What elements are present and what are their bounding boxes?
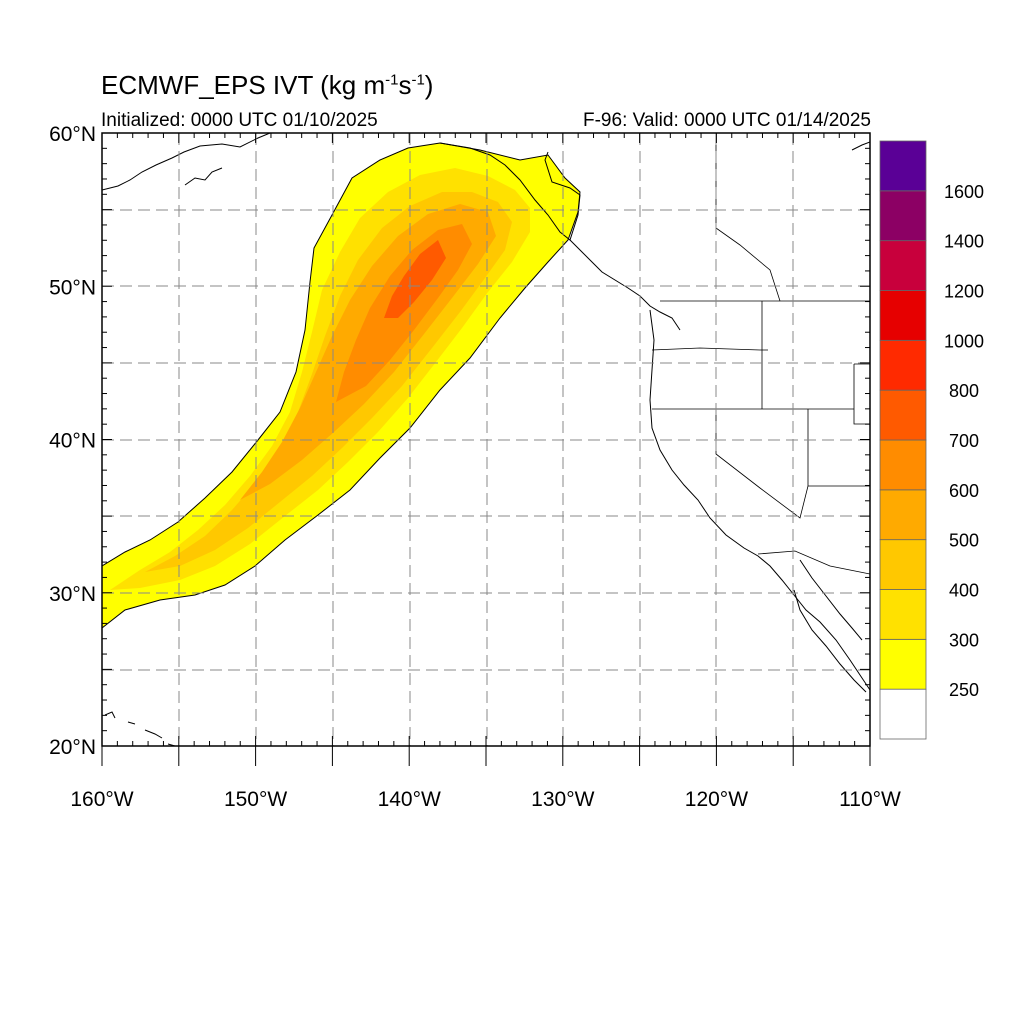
coastline-hawaii xyxy=(104,711,176,746)
colorbar-label: 1600 xyxy=(944,182,984,202)
colorbar-swatch xyxy=(879,638,927,690)
border-us-mexico xyxy=(757,550,870,575)
lon-label: 110°W xyxy=(839,788,901,811)
coastline-canada-north xyxy=(851,141,870,151)
coastline-us-west xyxy=(649,309,870,691)
colorbar-swatch xyxy=(879,339,927,391)
colorbar-swatch xyxy=(879,140,927,192)
colorbar-label: 1400 xyxy=(944,232,984,252)
colorbar-label: 800 xyxy=(949,381,979,401)
border-wa-or xyxy=(651,347,768,351)
ivt-band-700 xyxy=(384,240,446,318)
lon-label: 140°W xyxy=(378,788,441,811)
lat-label: 20°N xyxy=(49,736,96,759)
colorbar-label: 400 xyxy=(949,581,979,601)
colorbar-swatch xyxy=(879,240,927,291)
colorbar-swatch xyxy=(879,439,927,491)
colorbar-label: 600 xyxy=(949,481,979,501)
coastlines xyxy=(102,133,870,746)
ivt-plume xyxy=(102,142,581,629)
border-alaska-canada xyxy=(715,133,781,302)
colorbar-label: 250 xyxy=(949,680,979,700)
colorbar-swatch xyxy=(879,589,927,640)
border-montana xyxy=(853,363,870,425)
colorbar-swatch xyxy=(879,688,927,740)
map-title: ECMWF_EPS IVT (kg m-1s-1) xyxy=(101,70,434,100)
coastline-gulf-california xyxy=(799,559,863,641)
colorbar-label: 1000 xyxy=(944,331,984,351)
coastline-bc xyxy=(569,239,681,331)
lat-label: 30°N xyxy=(49,583,96,606)
valid-time-label: F-96: Valid: 0000 UTC 01/14/2025 xyxy=(583,110,871,131)
colorbar-swatch xyxy=(879,290,927,341)
coastline-alaska-panhandle xyxy=(439,142,581,241)
colorbar-label: 1200 xyxy=(944,282,984,302)
colorbar-label: 300 xyxy=(949,630,979,650)
lat-label: 40°N xyxy=(49,430,96,453)
border-nevada-ut xyxy=(807,409,870,487)
political-borders xyxy=(651,133,870,575)
coastline-alaska xyxy=(102,133,271,191)
axis-labels: 160°W 150°W 140°W 130°W 120°W 110°W 20°N 30°N 40… xyxy=(49,123,901,811)
lon-label: 120°W xyxy=(685,788,748,811)
colorbar-swatch xyxy=(879,539,927,590)
lon-label: 130°W xyxy=(531,788,594,811)
colorbar-label: 500 xyxy=(949,531,979,551)
lat-label: 60°N xyxy=(49,123,96,146)
initialized-label: Initialized: 0000 UTC 01/10/2025 xyxy=(101,110,378,131)
colorbar-swatch xyxy=(879,389,927,441)
coastline-aleutian-kodiak xyxy=(184,167,223,186)
axis-ticks xyxy=(101,132,871,766)
colorbar: 250 300 400 500 600 700 800 1000 1200 1400 1600 xyxy=(879,140,984,740)
grid-lines xyxy=(102,133,870,746)
colorbar-swatch xyxy=(879,489,927,541)
lon-label: 160°W xyxy=(70,788,133,811)
lon-label: 150°W xyxy=(224,788,287,811)
coastline-baja xyxy=(793,589,867,693)
colorbar-label: 700 xyxy=(949,431,979,451)
colorbar-swatch xyxy=(879,190,927,242)
border-ca-nv xyxy=(715,409,809,519)
lat-label: 50°N xyxy=(49,276,96,299)
